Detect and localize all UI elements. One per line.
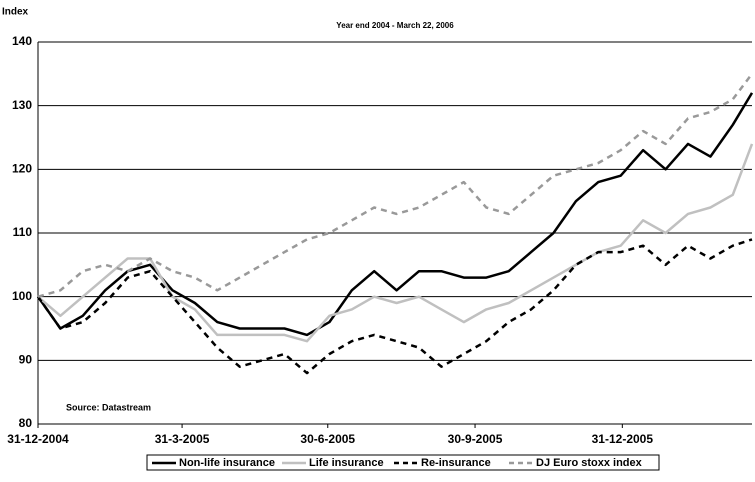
- y-tick-label: 110: [13, 225, 33, 239]
- y-axis-label: Index: [2, 7, 29, 18]
- x-tick-label: 31-12-2005: [592, 432, 654, 446]
- legend-label: Life insurance: [309, 457, 384, 469]
- x-tick-label: 31-12-2004: [7, 432, 69, 446]
- chart-title: Year end 2004 - March 22, 2006: [336, 21, 454, 30]
- x-tick-label: 31-3-2005: [155, 432, 210, 446]
- legend-label: DJ Euro stoxx index: [536, 457, 643, 469]
- y-tick-label: 90: [19, 353, 33, 367]
- series-line: [37, 143, 754, 343]
- y-tick-label: 80: [19, 416, 33, 430]
- legend-label: Re-insurance: [421, 457, 491, 469]
- y-tick-label: 130: [12, 98, 32, 112]
- x-tick-label: 30-9-2005: [448, 432, 503, 446]
- series-line: [37, 73, 753, 298]
- annotation: Source: Datastream: [66, 402, 151, 412]
- y-tick-label: 100: [12, 289, 32, 303]
- legend-label: Non-life insurance: [179, 457, 275, 469]
- x-tick-label: 30-6-2005: [300, 432, 355, 446]
- y-tick-label: 140: [12, 34, 32, 48]
- y-tick-label: 120: [12, 162, 32, 176]
